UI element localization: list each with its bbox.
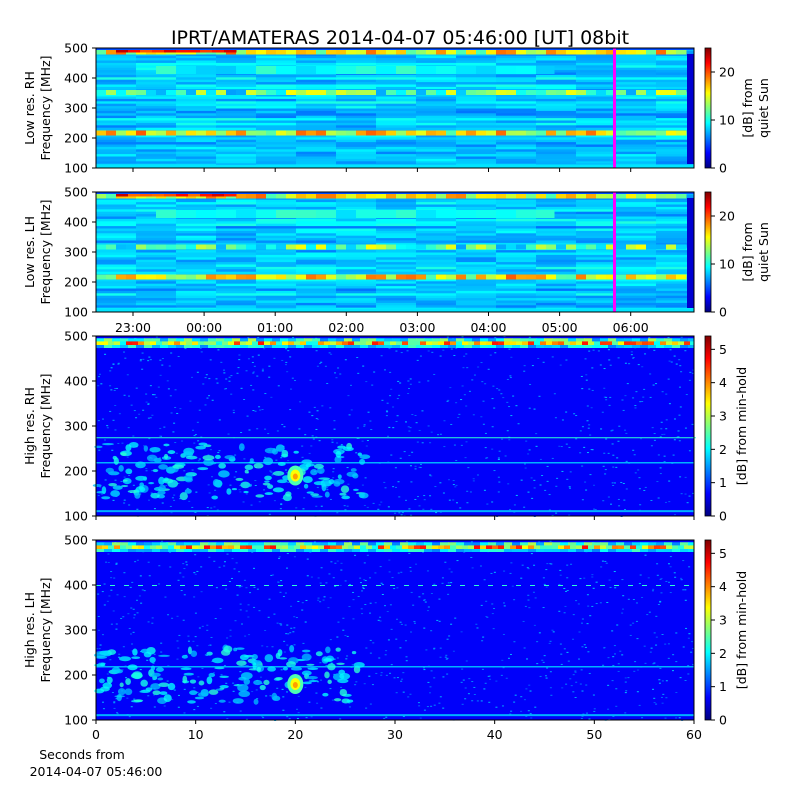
colorbar-tick-label: 4 xyxy=(719,579,727,594)
burst-core xyxy=(292,473,298,480)
colorbar-tick-label: 0 xyxy=(719,161,727,176)
ytick-label: 500 xyxy=(64,41,88,56)
xtick-label: 10 xyxy=(188,727,204,742)
ytick-label: 100 xyxy=(64,713,88,728)
colorbar-tick-label: 2 xyxy=(719,646,727,661)
ytick-label: 300 xyxy=(64,419,88,434)
colorbar xyxy=(704,539,712,721)
line-113 xyxy=(96,510,694,513)
colorbar-tick-label: 0 xyxy=(719,305,727,320)
panel-3: 100 200 300 400 500 High res. RH Frequency [MH… xyxy=(22,329,749,524)
ytick-label: 400 xyxy=(64,374,88,389)
low-band xyxy=(96,164,694,168)
ylabel-line2: Frequency [MHz] xyxy=(38,373,53,478)
xtick-label: 20 xyxy=(287,727,303,742)
colorbar-tick-label: 10 xyxy=(719,113,735,128)
colorbar-tick-label: 2 xyxy=(719,442,727,457)
colorbar-tick-label: 0 xyxy=(719,509,727,524)
line-220 xyxy=(96,462,694,464)
xtick-label: 06:00 xyxy=(613,320,649,335)
ylabel-line1: Low res. RH xyxy=(22,71,37,145)
colorbar-tick-label: 3 xyxy=(719,409,727,424)
heatmap-background xyxy=(96,540,694,720)
xtick-label: 03:00 xyxy=(399,320,435,335)
colorbar-tick-label: 0 xyxy=(719,713,727,728)
ytick-label: 100 xyxy=(64,509,88,524)
xtick-label: 04:00 xyxy=(470,320,506,335)
colorbar-tick-label: 3 xyxy=(719,613,727,628)
time-marker xyxy=(613,192,616,312)
xtick-label: 00:00 xyxy=(186,320,222,335)
colorbar-tick-label: 5 xyxy=(719,546,727,561)
top-edge xyxy=(96,192,694,194)
xtick-label: 30 xyxy=(387,727,403,742)
line-113 xyxy=(96,714,694,717)
data-gap xyxy=(687,54,694,164)
colorbar-tick-label: 4 xyxy=(719,375,727,390)
colorbar-tick-label: 10 xyxy=(719,257,735,272)
colorbar-label: [dB] from min-hold xyxy=(734,571,749,689)
burst-core xyxy=(292,682,298,688)
ylabel-line2: Frequency [MHz] xyxy=(38,577,53,682)
ytick-label: 200 xyxy=(64,131,88,146)
colorbar-tick-label: 1 xyxy=(719,679,727,694)
colorbar-tick-label: 5 xyxy=(719,342,727,357)
xtick-label: 50 xyxy=(586,727,602,742)
ytick-label: 100 xyxy=(64,161,88,176)
low-band xyxy=(96,308,694,312)
colorbar xyxy=(704,47,712,169)
ylabel-line2: Frequency [MHz] xyxy=(38,199,53,304)
ytick-label: 500 xyxy=(64,185,88,200)
colorbar-tick-label: 20 xyxy=(719,65,735,80)
colorbar xyxy=(704,191,712,313)
colorbar-label-line1: [dB] from xyxy=(740,78,755,137)
ytick-label: 300 xyxy=(64,623,88,638)
colorbar-label-line2: quiet Sun xyxy=(756,78,771,138)
ylabel-line1: Low res. LH xyxy=(22,216,37,288)
line-220 xyxy=(96,666,694,668)
top-edge xyxy=(96,48,694,50)
ytick-label: 200 xyxy=(64,275,88,290)
colorbar-tick-label: 1 xyxy=(719,475,727,490)
xtick-label: 0 xyxy=(92,727,100,742)
colorbar-label: [dB] from min-hold xyxy=(734,367,749,485)
colorbar-label-line1: [dB] from xyxy=(740,222,755,281)
ytick-label: 300 xyxy=(64,245,88,260)
xtick-label: 02:00 xyxy=(328,320,364,335)
ytick-label: 200 xyxy=(64,668,88,683)
xtick-label: 01:00 xyxy=(257,320,293,335)
xlabel-line2: 2014-04-07 05:46:00 xyxy=(30,764,163,779)
xlabel-line1: Seconds from xyxy=(39,747,125,762)
ytick-label: 300 xyxy=(64,101,88,116)
figure-title: IPRT/AMATERAS 2014-04-07 05:46:00 [UT] 0… xyxy=(171,27,629,49)
ylabel-line2: Frequency [MHz] xyxy=(38,55,53,160)
time-marker xyxy=(613,48,616,168)
heatmap-background xyxy=(96,336,694,516)
ytick-label: 400 xyxy=(64,71,88,86)
ytick-label: 400 xyxy=(64,578,88,593)
ylabel-line1: High res. RH xyxy=(22,387,37,465)
data-gap xyxy=(687,198,694,308)
ytick-label: 100 xyxy=(64,305,88,320)
xtick-label: 05:00 xyxy=(542,320,578,335)
ytick-label: 200 xyxy=(64,464,88,479)
ytick-label: 500 xyxy=(64,533,88,548)
ytick-label: 400 xyxy=(64,215,88,230)
xtick-label: 60 xyxy=(686,727,702,742)
xtick-label: 23:00 xyxy=(115,320,151,335)
ytick-label: 500 xyxy=(64,329,88,344)
colorbar xyxy=(704,335,712,517)
xtick-label: 40 xyxy=(487,727,503,742)
colorbar-tick-label: 20 xyxy=(719,209,735,224)
ylabel-line1: High res. LH xyxy=(22,592,37,668)
colorbar-label-line2: quiet Sun xyxy=(756,222,771,282)
